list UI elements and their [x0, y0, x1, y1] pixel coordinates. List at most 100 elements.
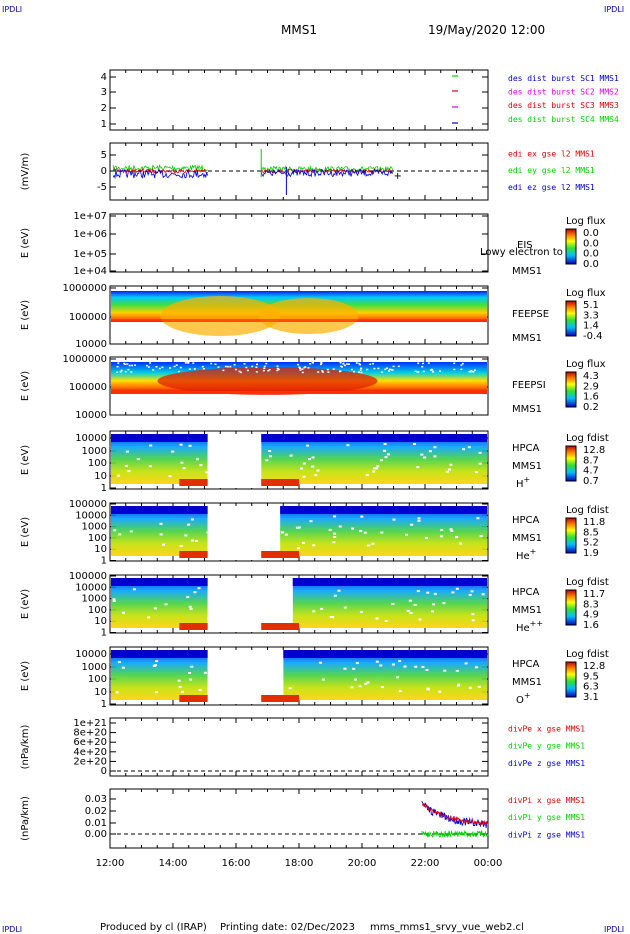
hpca-speckle [375, 467, 378, 470]
feepsi-speckle [359, 363, 362, 366]
y-tick-label: 1 [101, 628, 107, 639]
y-axis-label: E (eV) [20, 300, 31, 330]
hpca-speckle [121, 611, 125, 614]
hpca-speckle [281, 531, 284, 534]
feepsi-speckle [131, 364, 134, 367]
feepsi-blob [157, 367, 378, 395]
y-tick-label: 100000 [69, 499, 107, 510]
y-tick-label: 10 [94, 544, 107, 555]
hpca-speckle [217, 547, 221, 550]
y-tick-label: 0.00 [85, 829, 107, 840]
hpca-speckle [346, 444, 350, 447]
edi-marker: + [394, 171, 402, 182]
hpca-speckle [215, 685, 218, 688]
y-tick-label: 1000000 [62, 354, 107, 365]
hpca-speckle [112, 600, 116, 602]
feepsi-speckle [268, 369, 271, 371]
hpca-speckle [468, 686, 472, 689]
colorbar-tick-label: 1.6 [583, 620, 599, 631]
hpca-data-hpca_o [283, 650, 487, 700]
feepsi-speckle [126, 363, 129, 365]
colorbar-tick-label: 4.9 [583, 610, 599, 621]
hpca-data-hpca_o [111, 650, 208, 700]
colorbar-tick-label: 11.8 [583, 517, 605, 528]
legend-label-burst: des dist burst SC4 MMS4 [508, 115, 619, 124]
x-tick-label: 14:00 [159, 858, 188, 869]
hpca-speckle [312, 610, 316, 613]
edi-ez-trace [260, 168, 393, 178]
hpca-speckle [479, 535, 483, 538]
feepsi-speckle [124, 370, 127, 373]
hpca-speckle [148, 465, 152, 468]
feepsi-speckle [233, 364, 236, 366]
feepsi-speckle [263, 367, 266, 369]
hpca-speckle [443, 669, 447, 672]
hpca-speckle [316, 469, 320, 472]
hpca-speckle [455, 587, 459, 590]
y-tick-label: 2e+20 [73, 756, 107, 767]
feepsi-speckle [343, 364, 346, 367]
feepsi-speckle [397, 365, 400, 368]
hpca-speckle [423, 456, 427, 459]
hpca-speckle [448, 468, 451, 471]
feepsi-speckle [155, 366, 158, 368]
hpca-speckle [115, 691, 119, 694]
y-tick-label: 8e+20 [73, 728, 107, 739]
feepsi-speckle [239, 371, 242, 374]
hpca-speckle [277, 547, 281, 549]
hpca-speckle [354, 678, 357, 681]
feepsi-speckle [238, 370, 241, 373]
hpca-speckle [440, 528, 444, 531]
hpca-lowE-block [179, 551, 208, 558]
hpca-speckle [215, 598, 219, 601]
spacecraft-title: MMS1 [281, 23, 317, 37]
hpca-speckle [333, 532, 337, 535]
hpca-data-hpca_he [111, 506, 208, 556]
feepsi-speckle [453, 362, 456, 365]
hpca-speckle [257, 681, 261, 684]
hpca-speckle [384, 456, 388, 459]
y-tick-label: 10000 [75, 410, 107, 421]
colorbar-tick-label: 0.2 [583, 402, 599, 413]
hpca-speckle [459, 542, 463, 545]
feepsi-speckle [152, 369, 155, 371]
hpca-speckle [426, 687, 430, 690]
hpca-speckle [212, 667, 215, 670]
feepsi-speckle [169, 367, 172, 369]
hpca-speckle [179, 443, 183, 446]
hpca-speckle [264, 682, 268, 685]
y-tick-label: 1e+05 [73, 249, 107, 260]
hpca-speckle [278, 606, 282, 608]
colorbar-tick-label: 11.7 [583, 589, 605, 600]
feepsi-speckle [380, 371, 383, 373]
right-label-hpca_he: He+ [516, 547, 536, 562]
colorbar-tick-label: 8.5 [583, 527, 599, 538]
hpca-speckle [380, 531, 384, 534]
hpca-data-hpca_h [111, 434, 208, 484]
x-tick-label: 00:00 [474, 858, 503, 869]
feepsi-speckle [161, 366, 164, 368]
colorbar-tick-label: 1.9 [583, 548, 599, 559]
y-tick-label: 100 [88, 605, 107, 616]
colorbar-tick-label: 12.8 [583, 661, 605, 672]
feepsi-speckle [192, 362, 195, 364]
hpca-speckle [189, 678, 193, 681]
footer-produced-by: Produced by cl (IRAP) [100, 922, 207, 933]
feepsi-speckle [340, 365, 343, 367]
hpca-speckle [262, 592, 266, 595]
hpca-speckle [265, 459, 269, 462]
hpca-speckle [203, 671, 207, 674]
feepsi-speckle [214, 363, 217, 365]
hpca-speckle [159, 533, 163, 536]
y-tick-label: 100 [88, 533, 107, 544]
feepsi-speckle [321, 370, 324, 372]
hpca-speckle [125, 450, 129, 453]
hpca-speckle [409, 612, 413, 615]
x-tick-label: 12:00 [96, 858, 125, 869]
hpca-speckle [149, 444, 153, 447]
colorbar-tick-label: 2.9 [583, 381, 599, 392]
feepsi-speckle [353, 370, 355, 373]
hpca-speckle [154, 691, 158, 694]
right-label-hpca_hepp: HPCA [512, 587, 540, 598]
colorbar-tick-label: 8.3 [583, 599, 599, 610]
